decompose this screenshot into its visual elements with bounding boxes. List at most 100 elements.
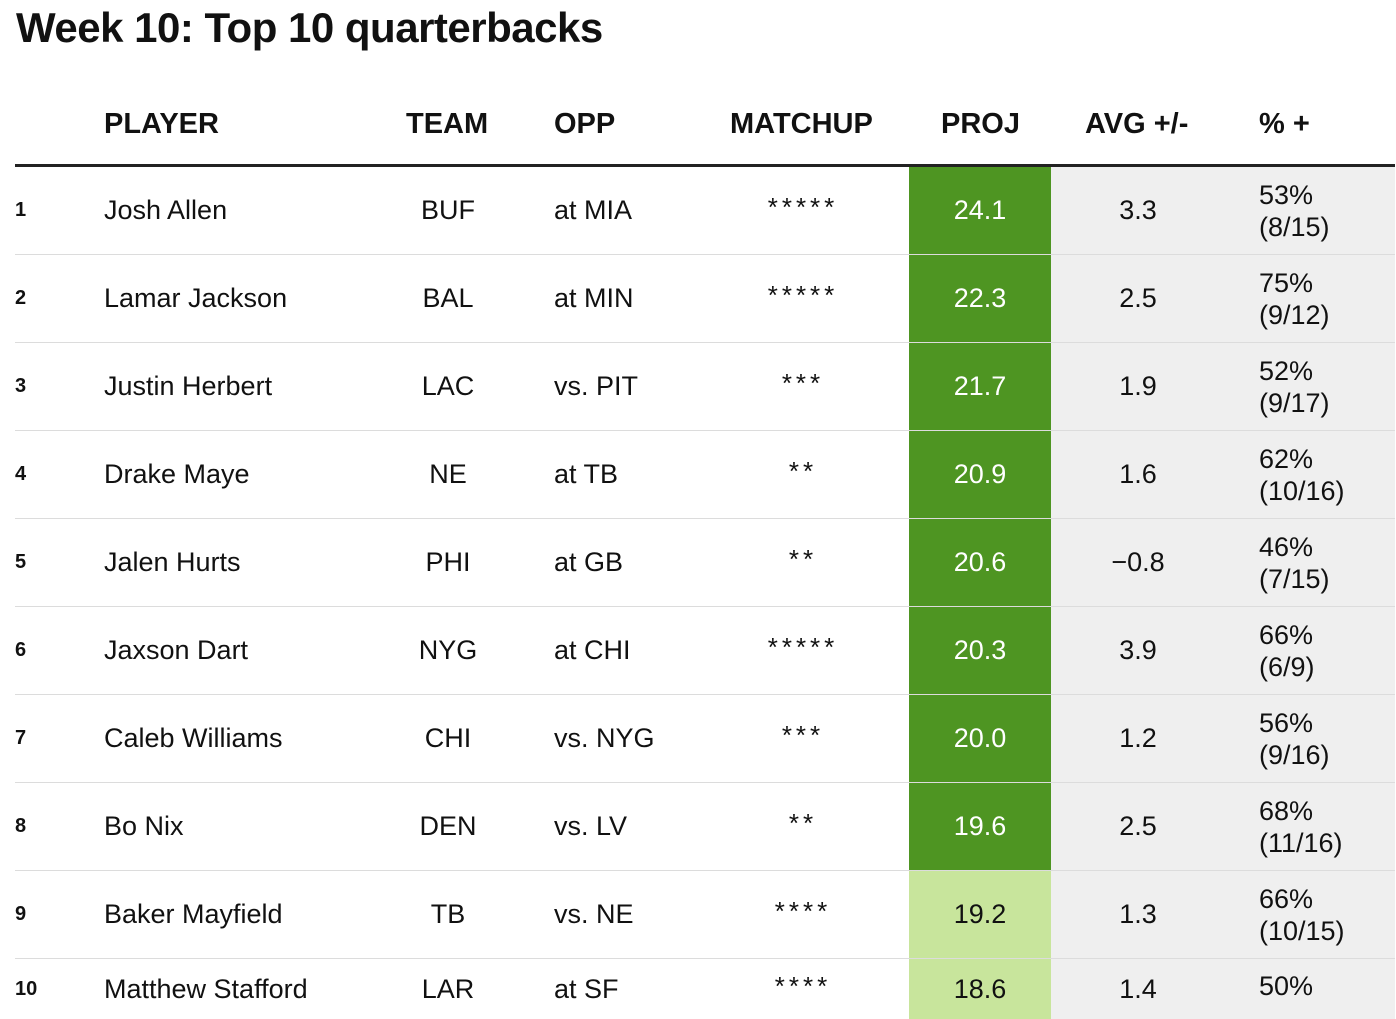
avg-diff-cell: 2.5 (1051, 783, 1225, 870)
rank-cell: 10 (15, 977, 38, 1000)
avg-diff-cell: 1.2 (1051, 695, 1225, 782)
team-cell: BUF (421, 195, 475, 225)
header-matchup[interactable]: MATCHUP (730, 108, 873, 140)
percent-cell: 75% (9/12) (1225, 255, 1395, 342)
percent-value: 66% (1259, 619, 1314, 650)
percent-record: (8/15) (1259, 211, 1330, 242)
table-header: PLAYER TEAM OPP MATCHUP PROJ AVG +/- % + (15, 84, 1395, 167)
projection-cell: 22.3 (909, 255, 1051, 342)
avg-diff-cell: 1.6 (1051, 431, 1225, 518)
percent-record: (7/15) (1259, 563, 1330, 594)
player-name: Bo Nix (104, 811, 184, 841)
percent-record: (6/9) (1259, 651, 1315, 682)
projection-cell: 19.6 (909, 783, 1051, 870)
matchup-stars: ** (788, 808, 818, 838)
percent-cell: 52% (9/17) (1225, 343, 1395, 430)
table-row: 7 Caleb Williams CHI vs. NYG *** 20.0 1.2 56% (9… (15, 695, 1395, 783)
rankings-table: PLAYER TEAM OPP MATCHUP PROJ AVG +/- % +… (15, 84, 1395, 1019)
projection-cell: 24.1 (909, 167, 1051, 254)
header-avg[interactable]: AVG +/- (1085, 108, 1189, 140)
projection-cell: 18.6 (909, 959, 1051, 1019)
projection-cell: 20.3 (909, 607, 1051, 694)
avg-diff-cell: 1.3 (1051, 871, 1225, 958)
team-cell: PHI (425, 547, 471, 577)
page-title: Week 10: Top 10 quarterbacks (16, 4, 603, 51)
opponent-cell: at MIA (554, 195, 633, 225)
projection-cell: 20.0 (909, 695, 1051, 782)
table-row: 9 Baker Mayfield TB vs. NE **** 19.2 1.3 66% (10… (15, 871, 1395, 959)
matchup-stars: *** (781, 720, 825, 750)
table-row: 4 Drake Maye NE at TB ** 20.9 1.6 62% (10/16) (15, 431, 1395, 519)
table-row: 6 Jaxson Dart NYG at CHI ***** 20.3 3.9 66% (6/9… (15, 607, 1395, 695)
opponent-cell: vs. PIT (554, 371, 639, 401)
projection-cell: 20.6 (909, 519, 1051, 606)
player-name: Matthew Stafford (104, 973, 308, 1004)
avg-diff-cell: 2.5 (1051, 255, 1225, 342)
percent-value: 68% (1259, 795, 1314, 826)
percent-value: 56% (1259, 707, 1314, 738)
opponent-cell: vs. LV (554, 811, 628, 841)
percent-record: (10/16) (1259, 475, 1345, 506)
rank-cell: 8 (15, 815, 27, 837)
percent-record: (11/16) (1259, 827, 1343, 858)
percent-cell: 56% (9/16) (1225, 695, 1395, 782)
team-cell: DEN (419, 811, 477, 841)
team-cell: BAL (422, 283, 474, 313)
opponent-cell: at TB (554, 459, 619, 489)
opponent-cell: at GB (554, 547, 624, 577)
opponent-cell: at CHI (554, 635, 631, 665)
rank-cell: 4 (15, 463, 27, 485)
rank-cell: 6 (15, 639, 27, 661)
percent-cell: 66% (10/15) (1225, 871, 1395, 958)
rank-cell: 3 (15, 375, 27, 397)
projection-cell: 20.9 (909, 431, 1051, 518)
player-name: Lamar Jackson (104, 283, 288, 313)
percent-cell: 62% (10/16) (1225, 431, 1395, 518)
rank-cell: 5 (15, 551, 27, 573)
header-proj[interactable]: PROJ (941, 108, 1020, 140)
opponent-cell: at SF (554, 973, 619, 1004)
table-row: 5 Jalen Hurts PHI at GB ** 20.6 −0.8 46% (7/15) (15, 519, 1395, 607)
matchup-stars: ***** (767, 192, 839, 222)
matchup-stars: ***** (767, 632, 839, 662)
projection-cell: 21.7 (909, 343, 1051, 430)
rank-cell: 1 (15, 199, 27, 221)
table-body: 1 Josh Allen BUF at MIA ***** 24.1 3.3 53% (8/15… (15, 167, 1395, 1019)
player-name: Justin Herbert (104, 371, 273, 401)
player-name: Drake Maye (104, 459, 250, 489)
matchup-stars: **** (774, 896, 832, 926)
percent-cell: 53% (8/15) (1225, 167, 1395, 254)
header-opp[interactable]: OPP (554, 108, 616, 140)
matchup-stars: **** (774, 970, 832, 1001)
avg-diff-cell: −0.8 (1051, 519, 1225, 606)
header-pct[interactable]: % + (1259, 108, 1310, 140)
team-cell: NE (429, 459, 467, 489)
percent-record: (9/17) (1259, 387, 1330, 418)
header-player[interactable]: PLAYER (104, 108, 219, 140)
opponent-cell: vs. NE (554, 899, 634, 929)
table-row: 10 Matthew Stafford LAR at SF **** 18.6 1.4 50% (15, 959, 1395, 1019)
team-cell: NYG (418, 635, 478, 665)
avg-diff-cell: 3.3 (1051, 167, 1225, 254)
matchup-stars: *** (781, 368, 825, 398)
rank-cell: 7 (15, 727, 27, 749)
player-name: Baker Mayfield (104, 899, 283, 929)
team-cell: LAR (421, 973, 475, 1004)
table-row: 1 Josh Allen BUF at MIA ***** 24.1 3.3 53% (8/15… (15, 167, 1395, 255)
percent-value: 53% (1259, 179, 1314, 210)
percent-cell: 46% (7/15) (1225, 519, 1395, 606)
opponent-cell: vs. NYG (554, 723, 655, 753)
percent-cell: 68% (11/16) (1225, 783, 1395, 870)
percent-record: (9/12) (1259, 299, 1330, 330)
team-cell: CHI (424, 723, 472, 753)
player-name: Jalen Hurts (104, 547, 241, 577)
percent-record: (9/16) (1259, 739, 1330, 770)
percent-value: 52% (1259, 355, 1314, 386)
header-team[interactable]: TEAM (406, 108, 489, 140)
opponent-cell: at MIN (554, 283, 634, 313)
percent-value: 46% (1259, 531, 1314, 562)
rank-cell: 2 (15, 287, 27, 309)
percent-cell: 50% (1225, 959, 1395, 1019)
table-row: 8 Bo Nix DEN vs. LV ** 19.6 2.5 68% (11/16) (15, 783, 1395, 871)
avg-diff-cell: 3.9 (1051, 607, 1225, 694)
